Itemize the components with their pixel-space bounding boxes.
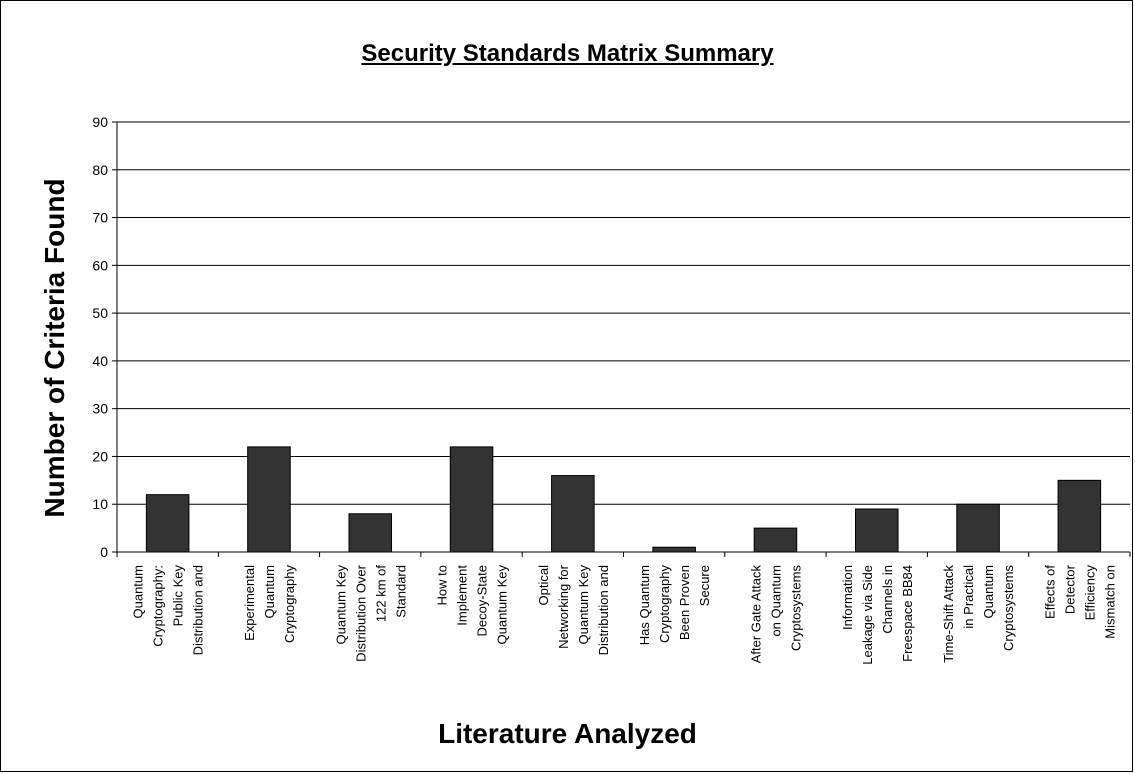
y-tick-label: 90 xyxy=(92,114,108,130)
x-category-label: on Quantum xyxy=(768,565,783,637)
x-category-label: Information xyxy=(840,565,855,630)
x-category-label: Cryptography: xyxy=(151,565,166,647)
x-category-label: Standard xyxy=(393,565,408,618)
y-tick-label: 40 xyxy=(92,353,108,369)
y-tick-label: 20 xyxy=(92,448,108,464)
x-category-label: Leakage via Side xyxy=(860,565,875,665)
x-category-label: Detector xyxy=(1062,564,1077,614)
x-category-label: Public Key xyxy=(171,565,186,627)
x-category-label: Cryptosystems xyxy=(788,565,803,651)
x-category-label: Quantum Key xyxy=(495,565,510,645)
chart-title: Security Standards Matrix Summary xyxy=(361,40,774,67)
x-category-label: Quantum Key xyxy=(576,565,591,645)
bar xyxy=(449,446,494,553)
x-category-label: Cryptography xyxy=(282,565,297,644)
x-category-label: Decoy-State xyxy=(475,565,490,637)
y-tick-label: 80 xyxy=(92,162,108,178)
x-category-label: Optical xyxy=(536,565,551,606)
x-category-label: Effects of xyxy=(1042,565,1057,619)
bar xyxy=(348,513,393,553)
x-category-label: Been Proven xyxy=(677,565,692,640)
bar xyxy=(1057,479,1102,553)
x-category-label: How to xyxy=(435,565,450,605)
y-tick-label: 0 xyxy=(100,544,108,560)
x-category-label: After Gate Attack xyxy=(748,565,763,664)
bar xyxy=(753,527,798,553)
y-tick-label: 70 xyxy=(92,210,108,226)
x-category-label: Cryptosystems xyxy=(1001,565,1016,651)
x-category-label: Distribution and xyxy=(596,565,611,655)
x-category-label: Has Quantum xyxy=(637,565,652,645)
bar xyxy=(145,494,190,553)
x-category-label: Cryptography xyxy=(657,565,672,644)
bar xyxy=(956,503,1000,553)
x-category-label: Quantum xyxy=(131,565,146,618)
y-tick-label: 30 xyxy=(92,401,108,417)
x-category-label: in Practical xyxy=(961,565,976,629)
x-category-label: Mismatch on xyxy=(1102,565,1117,639)
x-category-label: Secure xyxy=(697,565,712,606)
x-category-label: Freespace BB84 xyxy=(900,565,915,662)
bar xyxy=(551,475,595,553)
x-category-label: Distribution and xyxy=(191,565,206,655)
y-tick-label: 50 xyxy=(92,305,108,321)
x-category-label: Distribution Over xyxy=(353,564,368,661)
x-category-label: Time-Shift Attack xyxy=(941,565,956,663)
x-category-label: 122 km of xyxy=(373,565,388,622)
x-category-label: Channels in xyxy=(880,565,895,634)
x-category-label: Implement xyxy=(455,565,470,626)
x-axis-title: Literature Analyzed xyxy=(438,718,697,749)
y-tick-label: 10 xyxy=(92,496,108,512)
bar xyxy=(854,508,899,553)
y-tick-label: 60 xyxy=(92,257,108,273)
x-category-label: Quantum Key xyxy=(333,565,348,645)
x-category-label: Quantum xyxy=(981,565,996,618)
x-category-label: Networking for xyxy=(556,564,571,648)
x-category-label: Experimental xyxy=(242,565,257,641)
x-category-label: Efficiency xyxy=(1082,565,1097,621)
x-category-label: Quantum xyxy=(262,565,277,618)
bar xyxy=(652,546,696,553)
bar xyxy=(247,446,291,553)
